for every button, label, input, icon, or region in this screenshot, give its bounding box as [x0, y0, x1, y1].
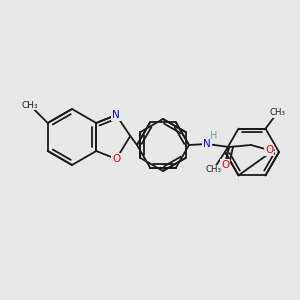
Text: CH₃: CH₃ — [21, 100, 38, 109]
Text: O: O — [221, 160, 229, 170]
Text: O: O — [112, 154, 120, 164]
Text: N: N — [203, 139, 211, 149]
Text: N: N — [112, 110, 120, 120]
Text: CH₃: CH₃ — [205, 166, 221, 175]
Text: H: H — [210, 131, 218, 141]
Text: CH₃: CH₃ — [269, 108, 286, 117]
Text: O: O — [265, 145, 273, 155]
